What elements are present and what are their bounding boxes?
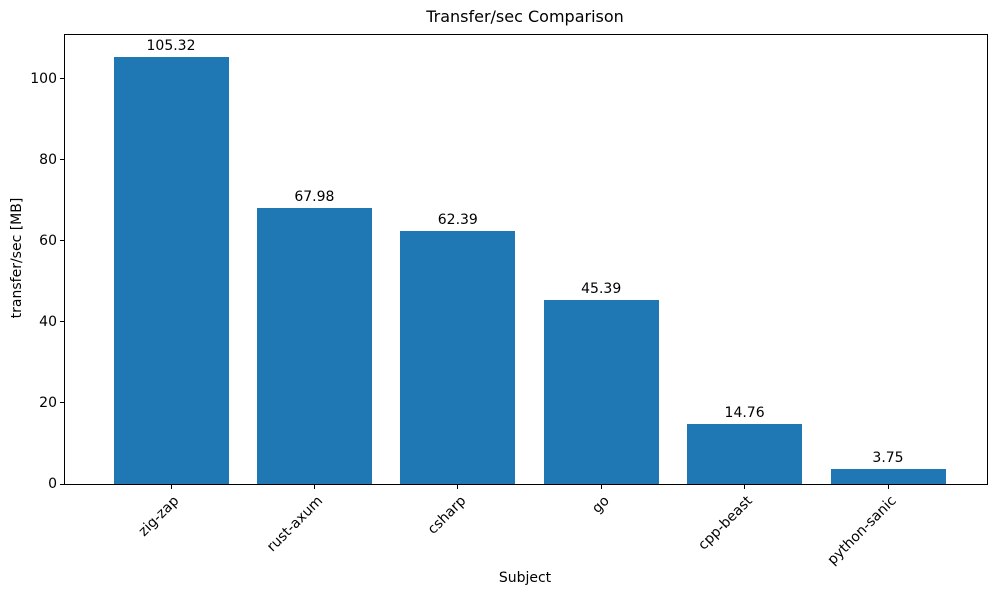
bar-csharp bbox=[400, 231, 516, 484]
y-tick-label: 40 bbox=[39, 313, 57, 330]
x-tick-mark bbox=[313, 485, 315, 489]
y-tick-label: 20 bbox=[39, 394, 57, 411]
bar-value-label: 105.32 bbox=[146, 38, 196, 55]
y-tick-mark bbox=[60, 321, 64, 323]
y-tick-label: 0 bbox=[48, 476, 57, 492]
bar-go bbox=[543, 299, 659, 484]
x-tick-mark bbox=[887, 485, 889, 489]
y-tick-mark bbox=[60, 483, 64, 485]
plot-area: 0 20 40 60 80 100 105.32 zig-zap 67.98 rust-axum 6… bbox=[30, 34, 988, 568]
x-tick-label: zig-zap bbox=[135, 493, 183, 540]
x-tick-mark bbox=[600, 485, 602, 489]
bar-python-sanic bbox=[830, 468, 946, 484]
y-axis-label: transfer/sec [MB] bbox=[9, 197, 25, 319]
bar-value-label: 67.98 bbox=[294, 189, 335, 206]
x-tick-label: python-sanic bbox=[824, 493, 900, 569]
bar-rust-axum bbox=[256, 208, 372, 484]
y-tick-mark bbox=[60, 78, 64, 80]
x-tick-label: rust-axum bbox=[263, 493, 326, 556]
y-tick-label: 80 bbox=[39, 151, 57, 168]
x-tick-mark bbox=[744, 485, 746, 489]
y-tick-mark bbox=[60, 240, 64, 242]
bar-value-label: 3.75 bbox=[872, 449, 904, 466]
bar-cpp-beast bbox=[687, 424, 803, 484]
x-tick-label: csharp bbox=[424, 493, 470, 538]
x-tick-mark bbox=[457, 485, 459, 489]
bar-value-label: 45.39 bbox=[581, 280, 622, 297]
y-tick-mark bbox=[60, 159, 64, 161]
bar-zig-zap bbox=[113, 57, 229, 484]
y-tick-mark bbox=[60, 402, 64, 404]
bar-value-label: 14.76 bbox=[724, 405, 765, 422]
x-tick-label: cpp-beast bbox=[695, 493, 756, 554]
y-tick-label: 60 bbox=[39, 232, 57, 249]
chart-title: Transfer/sec Comparison bbox=[426, 7, 624, 26]
x-tick-mark bbox=[170, 485, 172, 489]
x-tick-label: go bbox=[588, 493, 613, 517]
y-tick-label: 100 bbox=[30, 70, 57, 87]
bar-value-label: 62.39 bbox=[437, 212, 478, 229]
x-axis-label: Subject bbox=[498, 570, 552, 586]
